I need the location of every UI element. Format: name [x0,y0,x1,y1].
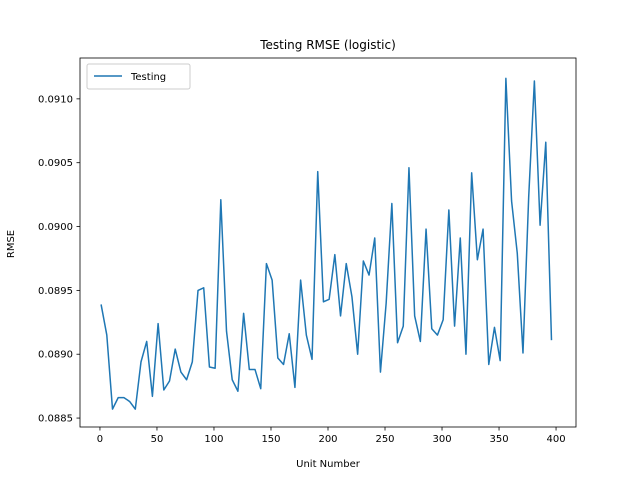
x-tick-label: 100 [204,434,223,445]
y-tick-label: 0.0905 [38,158,73,169]
series-line-testing [100,77,553,410]
y-tick-label: 0.0910 [38,94,73,105]
x-tick-label: 350 [489,434,508,445]
y-tick-label: 0.0895 [38,286,73,297]
y-tick-label: 0.0900 [38,222,73,233]
plot-area: 0 50 100 150 200 250 300 350 400 0.0885 0.0890 0.08… [38,57,577,445]
x-tick-label: 250 [375,434,394,445]
x-tick-label: 0 [97,434,103,445]
x-tick-label: 200 [318,434,337,445]
chart-title: Testing RMSE (logistic) [259,38,396,52]
x-tick-label: 50 [151,434,164,445]
x-tick-label: 150 [261,434,280,445]
x-tick-label: 300 [432,434,451,445]
y-tick-label: 0.0890 [38,350,73,361]
legend-box [86,63,191,90]
y-axis-label: RMSE [6,230,17,258]
x-axis-label: Unit Number [296,459,361,470]
x-tick-label: 400 [546,434,565,445]
legend: Testing [86,63,191,90]
y-tick-label: 0.0885 [38,414,73,425]
legend-label-testing: Testing [130,72,166,83]
